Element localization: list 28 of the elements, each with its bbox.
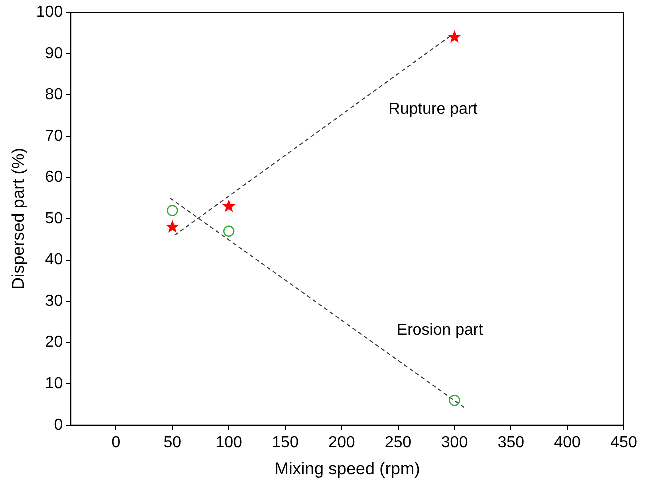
y-tick-label: 30 [45, 292, 64, 310]
y-tick-label: 0 [54, 416, 64, 434]
point [167, 205, 178, 216]
x-tick-label: 250 [384, 434, 412, 452]
x-tick-label: 300 [441, 434, 468, 452]
point [223, 226, 235, 237]
x-tick-label: 100 [216, 434, 243, 452]
y-tick-label: 40 [45, 252, 64, 269]
point [449, 395, 460, 406]
x-tick-label: 200 [328, 434, 356, 452]
x-axis-title: Mixing speed (rpm) [274, 459, 420, 478]
x-tick-label: 0 [112, 434, 121, 452]
x-tick-label: 450 [610, 434, 638, 452]
y-tick-label: 10 [45, 376, 64, 393]
y-tick-label: 100 [36, 4, 64, 22]
x-tick-label: 400 [554, 434, 582, 452]
y-tick-label: 20 [45, 334, 64, 352]
x-tick-label: 50 [164, 434, 182, 452]
series-label: Rupture part [388, 101, 478, 118]
series-label: Erosion part [396, 322, 484, 340]
y-axis-title: Dispersed part (%) [8, 148, 28, 290]
x-tick-label: 150 [272, 434, 299, 452]
y-tick-label: 60 [45, 169, 64, 186]
y-tick-label: 50 [45, 210, 64, 228]
y-tick-label: 70 [45, 128, 64, 145]
y-tick-label: 80 [45, 86, 64, 104]
y-tick-label: 90 [45, 45, 64, 62]
x-tick-label: 350 [498, 434, 525, 452]
